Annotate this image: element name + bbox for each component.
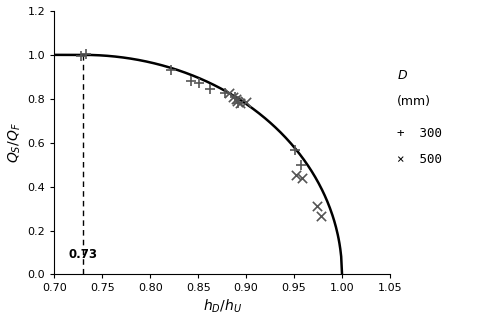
X-axis label: $h_D/h_U$: $h_D/h_U$	[202, 298, 241, 315]
Point	[188, 79, 196, 84]
Point	[206, 86, 214, 91]
Point	[317, 214, 325, 219]
Point	[313, 204, 321, 209]
Point	[168, 68, 175, 73]
Point	[221, 91, 229, 96]
Point	[292, 172, 300, 177]
Y-axis label: $Q_S/Q_F$: $Q_S/Q_F$	[7, 122, 24, 163]
Point	[298, 175, 306, 180]
Text: 0.73: 0.73	[68, 248, 98, 261]
Point	[236, 100, 244, 106]
Point	[297, 162, 305, 167]
Point	[82, 52, 90, 57]
Point	[242, 99, 250, 105]
Text: $D$: $D$	[396, 69, 407, 82]
Point	[195, 81, 203, 86]
Text: ×  500: × 500	[396, 153, 442, 166]
Point	[234, 100, 242, 106]
Point	[232, 96, 239, 101]
Point	[225, 91, 233, 96]
Text: +  300: + 300	[396, 127, 442, 140]
Point	[230, 94, 238, 99]
Point	[234, 99, 241, 104]
Point	[228, 94, 236, 99]
Text: (mm): (mm)	[396, 95, 430, 108]
Point	[291, 148, 299, 153]
Point	[77, 53, 85, 58]
